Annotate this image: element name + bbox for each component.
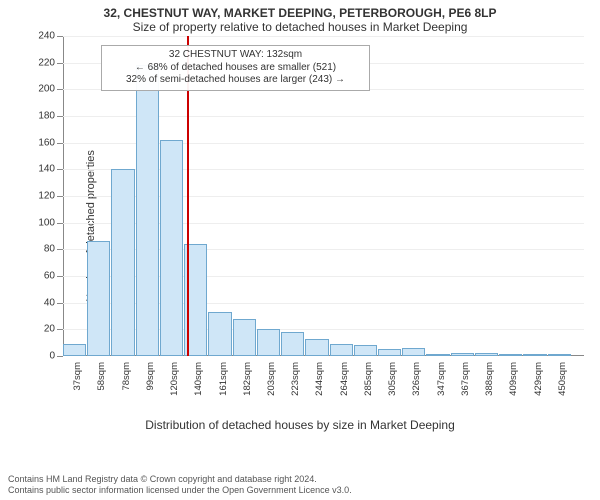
y-tick xyxy=(57,196,63,197)
annotation-line3: 32% of semi-detached houses are larger (… xyxy=(108,74,363,87)
y-tick-label: 20 xyxy=(25,324,55,335)
y-tick xyxy=(57,63,63,64)
histogram-bar xyxy=(233,319,256,356)
x-tick-label: 450sqm xyxy=(557,362,568,396)
y-tick-label: 220 xyxy=(25,57,55,68)
y-tick-label: 200 xyxy=(25,84,55,95)
x-axis-title: Distribution of detached houses by size … xyxy=(8,418,592,432)
y-tick xyxy=(57,329,63,330)
y-tick-label: 180 xyxy=(25,111,55,122)
gridline xyxy=(63,36,584,37)
histogram-bar xyxy=(426,354,449,356)
x-tick-label: 409sqm xyxy=(508,362,519,396)
x-tick-label: 78sqm xyxy=(121,362,132,391)
x-tick-label: 161sqm xyxy=(218,362,229,396)
y-tick-label: 100 xyxy=(25,217,55,228)
annotation-line1: 32 CHESTNUT WAY: 132sqm xyxy=(108,49,363,62)
y-tick-label: 60 xyxy=(25,271,55,282)
y-tick xyxy=(57,249,63,250)
title-subtitle: Size of property relative to detached ho… xyxy=(8,20,592,34)
plot-area: 02040608010012014016018020022024037sqm58… xyxy=(63,36,584,356)
histogram-bar xyxy=(548,354,571,356)
histogram-bar xyxy=(63,344,86,356)
y-tick xyxy=(57,89,63,90)
annotation-box: 32 CHESTNUT WAY: 132sqm← 68% of detached… xyxy=(101,45,370,91)
histogram-bar xyxy=(257,329,280,356)
x-tick-label: 305sqm xyxy=(387,362,398,396)
y-tick xyxy=(57,303,63,304)
caption: Contains HM Land Registry data © Crown c… xyxy=(8,474,592,496)
x-tick-label: 429sqm xyxy=(533,362,544,396)
x-tick-label: 388sqm xyxy=(484,362,495,396)
y-tick xyxy=(57,169,63,170)
histogram-bar xyxy=(475,353,498,356)
title-address: 32, CHESTNUT WAY, MARKET DEEPING, PETERB… xyxy=(8,6,592,20)
annotation-line2: ← 68% of detached houses are smaller (52… xyxy=(108,62,363,75)
histogram-bar xyxy=(305,339,328,356)
histogram-bar xyxy=(111,169,134,356)
y-tick-label: 240 xyxy=(25,31,55,42)
x-tick-label: 367sqm xyxy=(460,362,471,396)
histogram-bar xyxy=(136,65,159,356)
y-tick-label: 120 xyxy=(25,191,55,202)
histogram-bar xyxy=(87,241,110,356)
x-tick-label: 223sqm xyxy=(290,362,301,396)
y-tick xyxy=(57,116,63,117)
y-tick-label: 40 xyxy=(25,297,55,308)
y-tick xyxy=(57,36,63,37)
histogram-bar xyxy=(330,344,353,356)
histogram-bar xyxy=(208,312,231,356)
x-tick-label: 264sqm xyxy=(339,362,350,396)
x-tick-label: 285sqm xyxy=(363,362,374,396)
histogram-bar xyxy=(354,345,377,356)
histogram-bar xyxy=(402,348,425,356)
histogram-bar xyxy=(281,332,304,356)
y-tick-label: 80 xyxy=(25,244,55,255)
y-tick-label: 0 xyxy=(25,351,55,362)
x-tick-label: 120sqm xyxy=(169,362,180,396)
histogram-bar xyxy=(451,353,474,356)
x-tick-label: 326sqm xyxy=(411,362,422,396)
x-tick-label: 182sqm xyxy=(242,362,253,396)
y-tick xyxy=(57,356,63,357)
chart-area: Number of detached properties 0204060801… xyxy=(63,36,584,416)
y-tick xyxy=(57,276,63,277)
histogram-bar xyxy=(160,140,183,356)
y-tick xyxy=(57,223,63,224)
caption-line1: Contains HM Land Registry data © Crown c… xyxy=(8,474,317,484)
x-tick-label: 58sqm xyxy=(96,362,107,391)
y-tick-label: 160 xyxy=(25,137,55,148)
histogram-bar xyxy=(499,354,522,356)
x-tick-label: 37sqm xyxy=(72,362,83,391)
y-tick-label: 140 xyxy=(25,164,55,175)
x-tick-label: 203sqm xyxy=(266,362,277,396)
x-tick-label: 140sqm xyxy=(193,362,204,396)
caption-line2: Contains public sector information licen… xyxy=(8,485,352,495)
chart-container: 32, CHESTNUT WAY, MARKET DEEPING, PETERB… xyxy=(0,0,600,500)
x-tick-label: 244sqm xyxy=(314,362,325,396)
histogram-bar xyxy=(378,349,401,356)
histogram-bar xyxy=(523,354,546,356)
x-tick-label: 347sqm xyxy=(436,362,447,396)
y-tick xyxy=(57,143,63,144)
x-tick-label: 99sqm xyxy=(145,362,156,391)
